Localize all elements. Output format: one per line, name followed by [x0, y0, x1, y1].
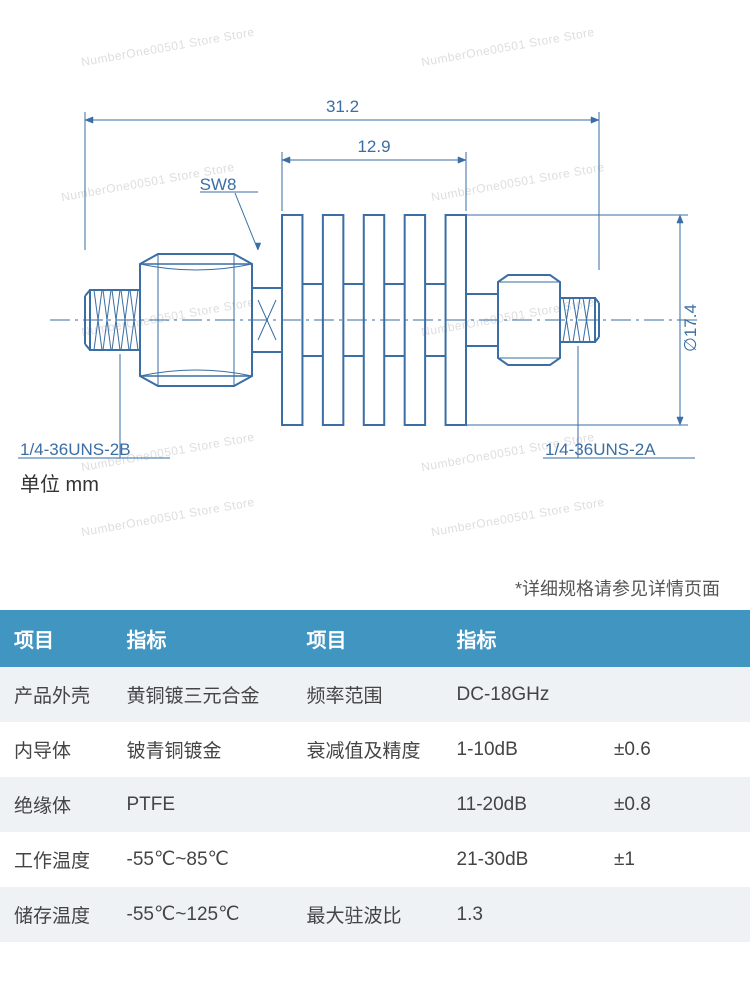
table-cell: 频率范围	[293, 667, 443, 722]
table-row: 工作温度-55℃~85℃ 21-30dB±1	[0, 832, 750, 887]
spec-table-wrap: 项目指标项目指标 产品外壳黄铜镀三元合金频率范围DC-18GHz内导体铍青铜镀金…	[0, 610, 750, 942]
table-cell	[600, 887, 750, 942]
table-cell: 储存温度	[0, 887, 113, 942]
table-cell	[293, 832, 443, 887]
unit-label: 单位 mm	[20, 468, 99, 497]
table-cell: 工作温度	[0, 832, 113, 887]
svg-text:1/4-36UNS-2A: 1/4-36UNS-2A	[545, 440, 656, 459]
engineering-diagram: 31.2 12.9 SW8 ∅17.4 1/4-36UNS-2B 1/4-36UNS-2A	[0, 60, 750, 520]
table-row: 产品外壳黄铜镀三元合金频率范围DC-18GHz	[0, 667, 750, 722]
table-cell: 铍青铜镀金	[113, 722, 293, 777]
svg-text:12.9: 12.9	[357, 137, 390, 156]
table-header-cell: 指标	[443, 610, 601, 667]
table-cell: 1-10dB	[443, 722, 601, 777]
svg-text:31.2: 31.2	[326, 97, 359, 116]
table-cell: 21-30dB	[443, 832, 601, 887]
table-cell: 衰减值及精度	[293, 722, 443, 777]
table-cell: ±1	[600, 832, 750, 887]
table-row: 储存温度-55℃~125℃最大驻波比1.3	[0, 887, 750, 942]
table-cell: 产品外壳	[0, 667, 113, 722]
table-header-cell	[600, 610, 750, 667]
table-cell: 11-20dB	[443, 777, 601, 832]
table-row: 内导体铍青铜镀金衰减值及精度1-10dB±0.6	[0, 722, 750, 777]
svg-text:∅17.4: ∅17.4	[681, 304, 700, 352]
svg-text:1/4-36UNS-2B: 1/4-36UNS-2B	[20, 440, 131, 459]
table-cell	[600, 667, 750, 722]
table-cell: PTFE	[113, 777, 293, 832]
table-row: 绝缘体PTFE 11-20dB±0.8	[0, 777, 750, 832]
table-cell: 黄铜镀三元合金	[113, 667, 293, 722]
table-cell: 1.3	[443, 887, 601, 942]
table-cell: ±0.8	[600, 777, 750, 832]
table-cell: ±0.6	[600, 722, 750, 777]
svg-text:SW8: SW8	[200, 175, 237, 194]
table-header-cell: 指标	[113, 610, 293, 667]
table-header-cell: 项目	[293, 610, 443, 667]
table-cell: DC-18GHz	[443, 667, 601, 722]
spec-note: *详细规格请参见详情页面	[515, 575, 720, 601]
table-header-cell: 项目	[0, 610, 113, 667]
table-cell: -55℃~125℃	[113, 887, 293, 942]
spec-table: 项目指标项目指标 产品外壳黄铜镀三元合金频率范围DC-18GHz内导体铍青铜镀金…	[0, 610, 750, 942]
table-cell: -55℃~85℃	[113, 832, 293, 887]
table-cell: 绝缘体	[0, 777, 113, 832]
table-cell	[293, 777, 443, 832]
table-cell: 内导体	[0, 722, 113, 777]
table-cell: 最大驻波比	[293, 887, 443, 942]
